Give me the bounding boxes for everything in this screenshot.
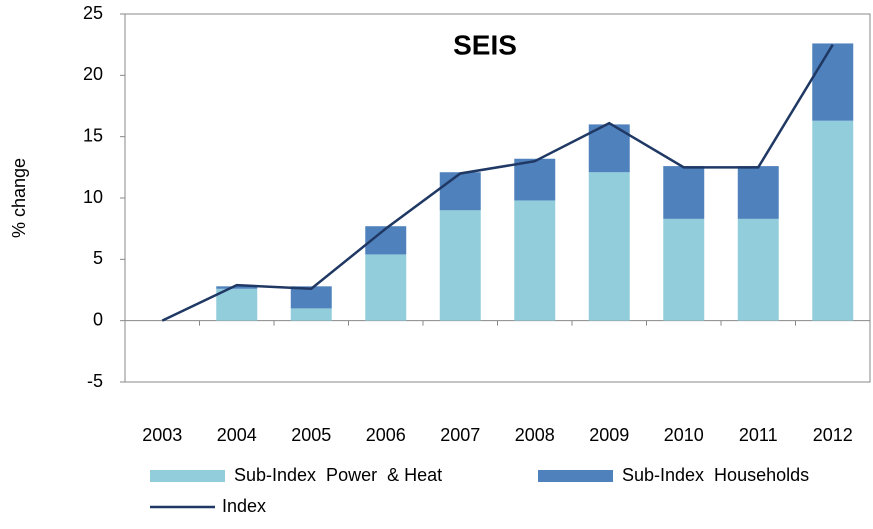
- x-tick-label: 2009: [589, 425, 629, 445]
- x-tick-label: 2011: [739, 425, 778, 445]
- y-tick-label: 25: [83, 3, 103, 23]
- bar: [439, 172, 481, 211]
- legend-label: Sub-Index Power & Heat: [234, 465, 442, 485]
- bar: [812, 43, 854, 121]
- bar: [216, 286, 258, 289]
- bar: [737, 218, 779, 321]
- chart-title: SEIS: [453, 29, 517, 60]
- y-tick-label: 20: [83, 64, 103, 84]
- x-tick-label: 2007: [440, 425, 480, 445]
- bar: [588, 172, 630, 321]
- bar: [514, 158, 556, 201]
- bar: [439, 210, 481, 321]
- x-tick-label: 2005: [291, 425, 331, 445]
- bar: [514, 200, 556, 321]
- line: [161, 44, 834, 322]
- bar: [216, 288, 258, 321]
- legend-label: Index: [222, 496, 266, 516]
- x-tick-label: 2004: [217, 425, 257, 445]
- bar: [812, 120, 854, 321]
- y-tick-label: 0: [93, 309, 103, 329]
- x-tick-label: 2012: [813, 425, 853, 445]
- legend-swatch: [150, 470, 225, 482]
- x-tick-label: 2010: [664, 425, 704, 445]
- y-axis-label: % change: [9, 158, 29, 238]
- bar: [290, 308, 332, 321]
- bar: [290, 286, 332, 309]
- legend-label: Sub-Index Households: [622, 465, 809, 485]
- x-tick-label: 2003: [142, 425, 182, 445]
- bar: [663, 166, 705, 219]
- y-tick-label: 15: [83, 125, 103, 145]
- x-tick-label: 2008: [515, 425, 555, 445]
- y-tick-label: 10: [83, 187, 103, 207]
- bar: [365, 254, 407, 321]
- bar: [663, 218, 705, 321]
- y-tick-label: 5: [93, 248, 103, 268]
- bar: [737, 166, 779, 219]
- y-tick-label: -5: [87, 371, 103, 391]
- legend-swatch: [538, 470, 613, 482]
- x-tick-label: 2006: [366, 425, 406, 445]
